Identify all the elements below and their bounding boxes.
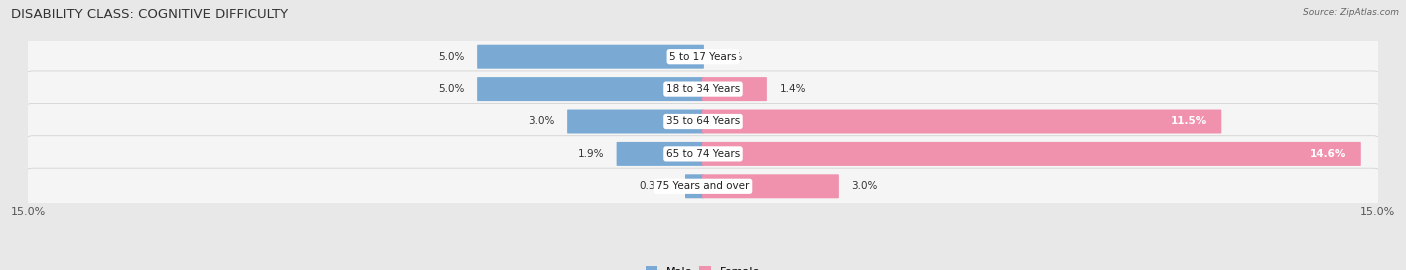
Text: 35 to 64 Years: 35 to 64 Years (666, 116, 740, 127)
FancyBboxPatch shape (477, 45, 704, 69)
FancyBboxPatch shape (702, 110, 1222, 133)
Text: 5 to 17 Years: 5 to 17 Years (669, 52, 737, 62)
Text: 65 to 74 Years: 65 to 74 Years (666, 149, 740, 159)
Text: 3.0%: 3.0% (852, 181, 877, 191)
Text: 1.9%: 1.9% (578, 149, 605, 159)
FancyBboxPatch shape (25, 136, 1381, 172)
Text: Source: ZipAtlas.com: Source: ZipAtlas.com (1303, 8, 1399, 17)
Text: 5.0%: 5.0% (439, 52, 464, 62)
Text: 75 Years and over: 75 Years and over (657, 181, 749, 191)
Text: 0.0%: 0.0% (717, 52, 742, 62)
Text: 5.0%: 5.0% (439, 84, 464, 94)
FancyBboxPatch shape (25, 39, 1381, 75)
Text: 0.38%: 0.38% (640, 181, 672, 191)
FancyBboxPatch shape (25, 103, 1381, 140)
Text: 14.6%: 14.6% (1310, 149, 1347, 159)
Text: DISABILITY CLASS: COGNITIVE DIFFICULTY: DISABILITY CLASS: COGNITIVE DIFFICULTY (11, 8, 288, 21)
FancyBboxPatch shape (25, 71, 1381, 107)
Legend: Male, Female: Male, Female (641, 262, 765, 270)
FancyBboxPatch shape (25, 168, 1381, 204)
Text: 11.5%: 11.5% (1171, 116, 1206, 127)
FancyBboxPatch shape (617, 142, 704, 166)
Text: 3.0%: 3.0% (529, 116, 554, 127)
FancyBboxPatch shape (702, 77, 766, 101)
FancyBboxPatch shape (702, 174, 839, 198)
Text: 18 to 34 Years: 18 to 34 Years (666, 84, 740, 94)
Text: 1.4%: 1.4% (779, 84, 806, 94)
FancyBboxPatch shape (685, 174, 704, 198)
FancyBboxPatch shape (477, 77, 704, 101)
FancyBboxPatch shape (567, 110, 704, 133)
FancyBboxPatch shape (702, 142, 1361, 166)
